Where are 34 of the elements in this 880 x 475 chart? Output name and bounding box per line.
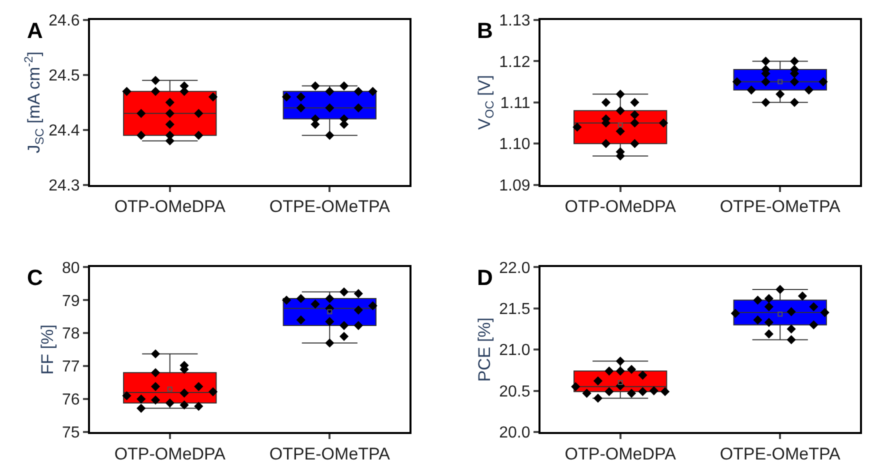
y-tick-label: 21.0 bbox=[499, 342, 530, 360]
y-tick-label: 79 bbox=[62, 292, 80, 310]
x-tick-label: OTPE-OMeTPA bbox=[269, 444, 391, 464]
y-axis-title: FF [%] bbox=[38, 324, 58, 375]
y-tick-label: 24.4 bbox=[48, 122, 80, 140]
y-tick-label: 20.0 bbox=[499, 424, 530, 442]
y-axis-title: PCE [%] bbox=[475, 317, 494, 382]
x-tick-label: OTP-OMeDPA bbox=[564, 444, 677, 464]
y-tick-label: 1.13 bbox=[499, 12, 530, 30]
x-tick-label: OTP-OMeDPA bbox=[564, 197, 677, 216]
y-tick-label: 78 bbox=[62, 326, 80, 343]
y-tick-label: 22.0 bbox=[499, 260, 530, 277]
y-tick-label: 24.3 bbox=[48, 177, 80, 194]
x-tick-label: OTPE-OMeTPA bbox=[720, 444, 842, 464]
y-tick-label: 1.12 bbox=[499, 54, 530, 71]
chart-title: B bbox=[477, 18, 493, 43]
y-tick-label: 20.5 bbox=[499, 383, 530, 400]
x-tick-label: OTPE-OMeTPA bbox=[269, 197, 391, 216]
x-tick-label: OTP-OMeDPA bbox=[114, 444, 226, 464]
y-tick-label: 1.11 bbox=[500, 95, 530, 112]
y-tick-label: 24.6 bbox=[48, 12, 80, 30]
y-tick-label: 21.5 bbox=[499, 301, 530, 318]
y-tick-label: 75 bbox=[62, 424, 80, 442]
x-tick-label: OTPE-OMeTPA bbox=[720, 197, 842, 216]
y-tick-label: 77 bbox=[62, 358, 80, 376]
y-tick-label: 76 bbox=[62, 392, 80, 409]
y-tick-label: 1.09 bbox=[499, 177, 530, 194]
chart-title: A bbox=[27, 18, 43, 43]
y-tick-label: 1.10 bbox=[499, 136, 530, 154]
chart-title: D bbox=[477, 265, 493, 290]
chart-title: C bbox=[27, 265, 43, 290]
x-tick-label: OTP-OMeDPA bbox=[114, 197, 226, 216]
y-tick-label: 80 bbox=[62, 260, 80, 277]
y-tick-label: 24.5 bbox=[48, 68, 80, 85]
